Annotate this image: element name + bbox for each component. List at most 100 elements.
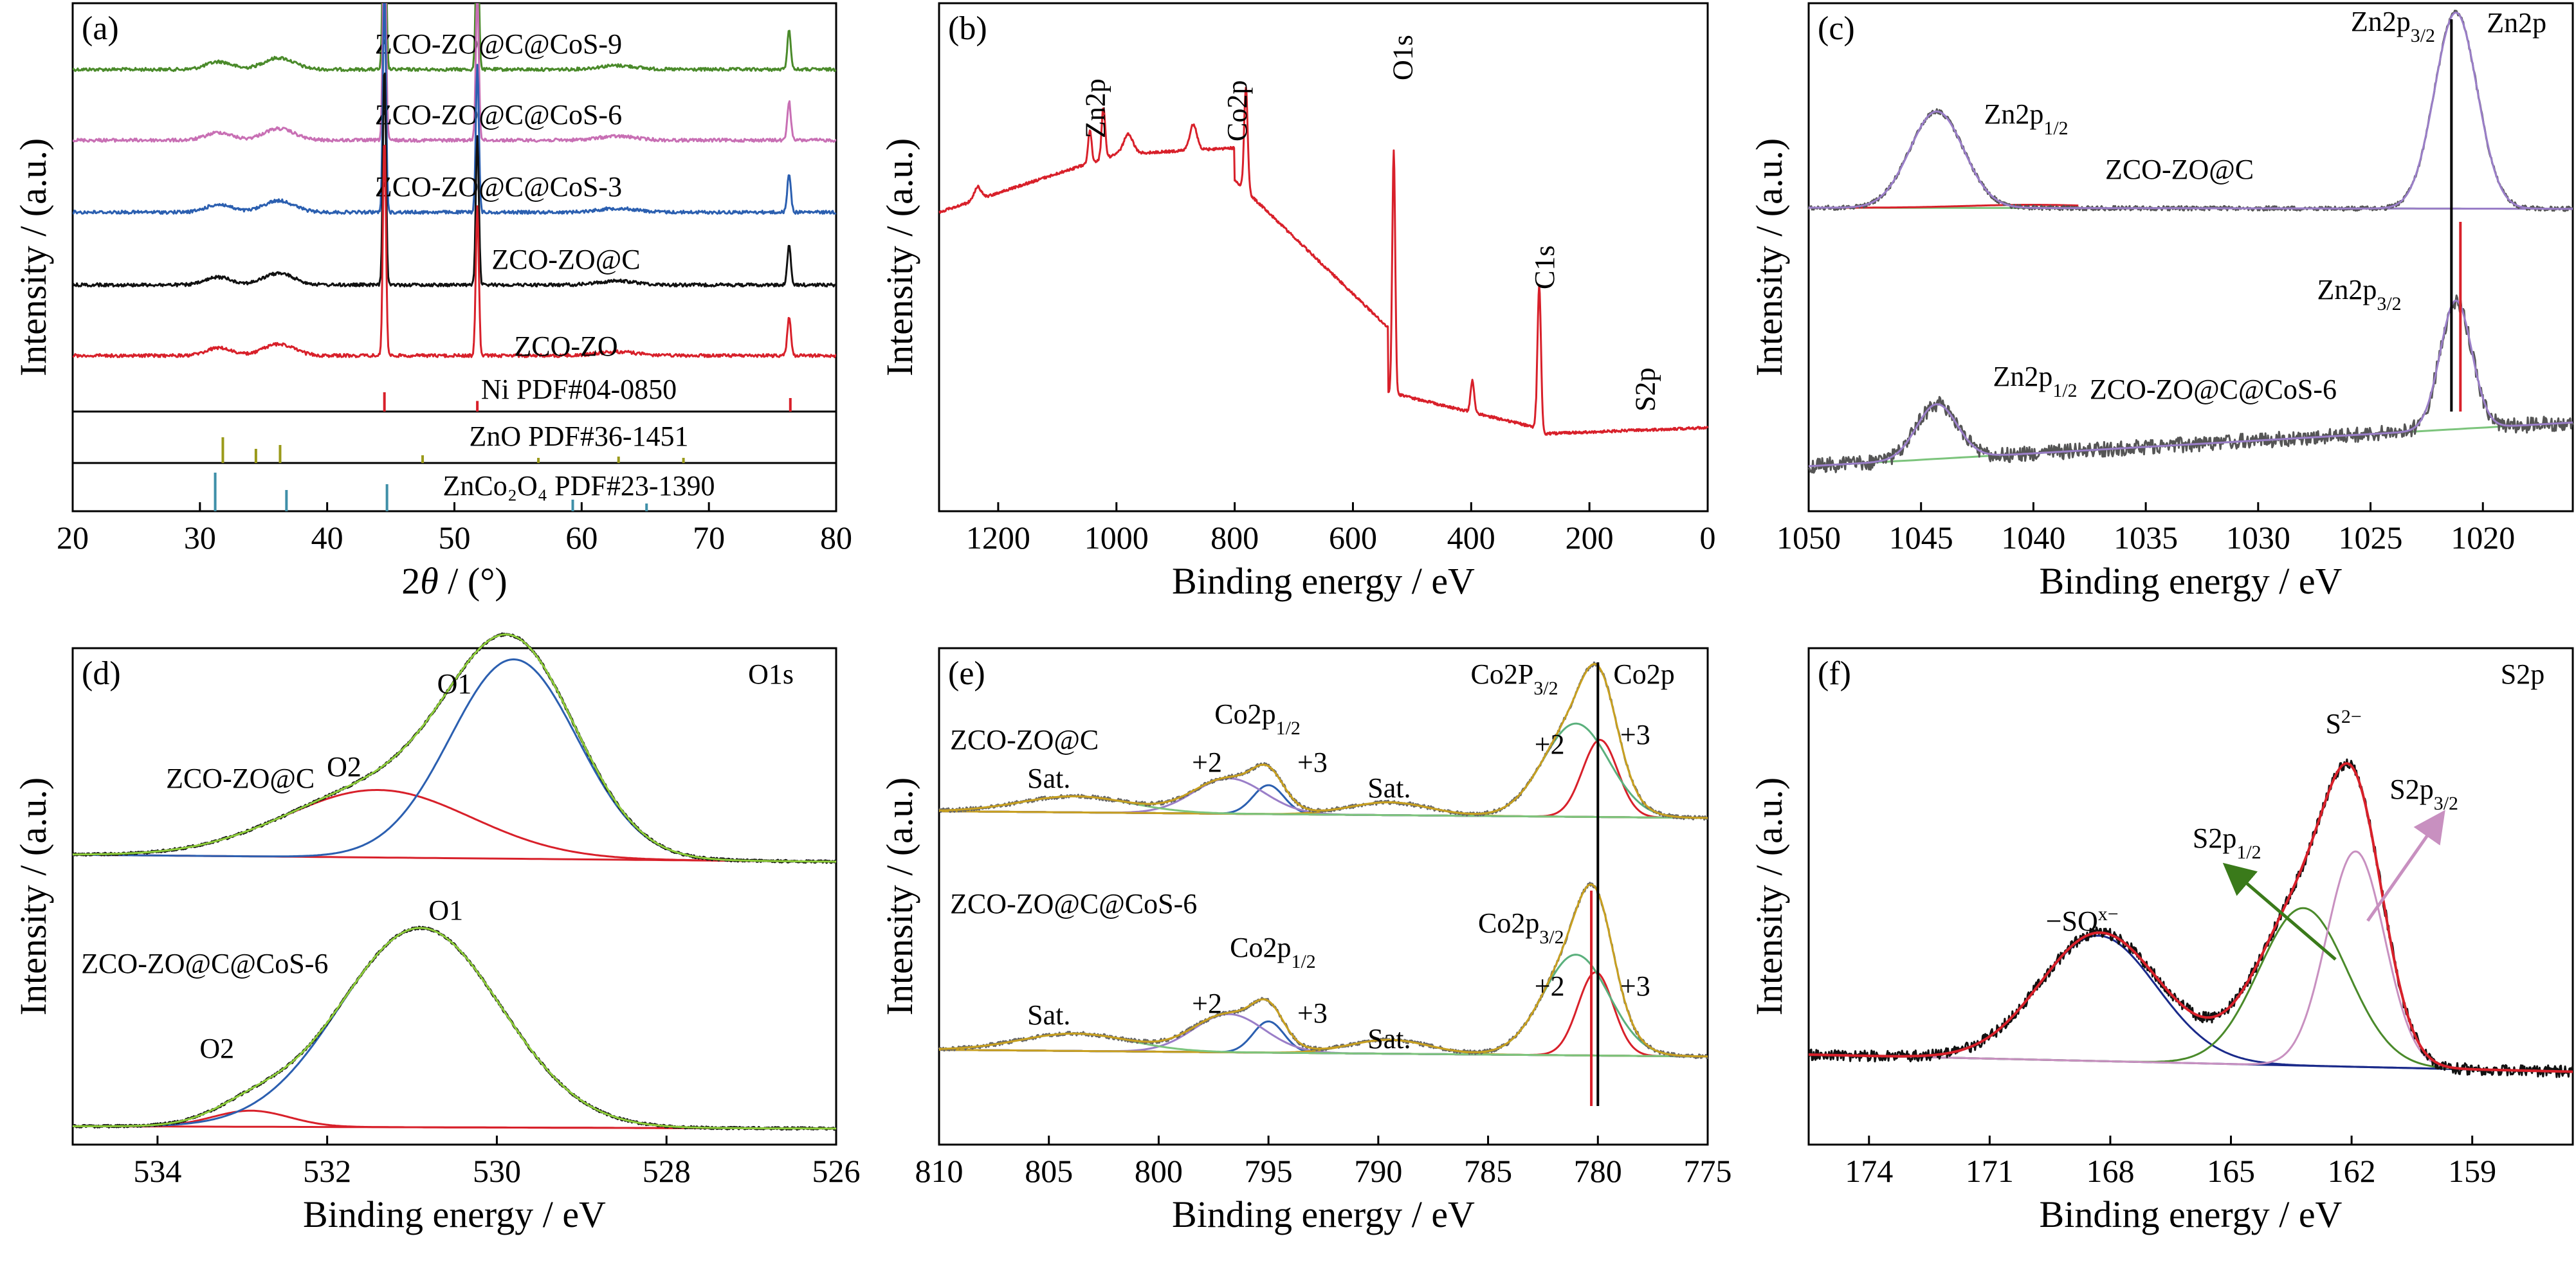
peak-annotation: Co2p1/2 bbox=[1214, 698, 1301, 739]
panel-c: 1050 1045 1040 1035 1030 1025 1020 (c) Binding e… bbox=[1748, 2, 2574, 602]
x-tick-label: 30 bbox=[184, 520, 216, 556]
text-run: Zn2p bbox=[1984, 98, 2044, 130]
peak-annotation: O2 bbox=[199, 1033, 234, 1064]
fit-envelope bbox=[1809, 12, 2573, 210]
fit-envelope bbox=[1809, 762, 2573, 1073]
sample-label: ZCO-ZO@C bbox=[2105, 154, 2254, 185]
panel-label: (f) bbox=[1818, 655, 1851, 692]
y-axis-label: Intensity / (a.u.) bbox=[12, 777, 54, 1015]
x-tick-label: 790 bbox=[1354, 1153, 1402, 1189]
x-tick-label: 80 bbox=[820, 520, 852, 556]
arrow bbox=[2366, 810, 2445, 922]
x-axis-label: Binding energy / eV bbox=[2040, 560, 2343, 602]
peak-annotation: Zn2p3/2 bbox=[2317, 274, 2402, 314]
text-run: −SO bbox=[2046, 905, 2098, 937]
panel-e: 810 805 800 795 790 785 780 775 (e) Binding energ… bbox=[879, 647, 1732, 1235]
sample-label: ZCO-ZO@C bbox=[950, 724, 1099, 756]
text-run: Co2p bbox=[1478, 907, 1539, 939]
panel-label: (d) bbox=[82, 655, 121, 692]
x-tick-label: 810 bbox=[915, 1153, 964, 1189]
xrd-curve bbox=[73, 72, 836, 287]
core-level-title: Co2p bbox=[1613, 658, 1674, 690]
sample-label: ZCO-ZO@C bbox=[166, 763, 315, 794]
sat-annotation: Sat. bbox=[1027, 999, 1070, 1031]
oxidation-state: +2 bbox=[1535, 729, 1565, 760]
x-tick-label: 526 bbox=[812, 1153, 861, 1189]
peak-annotation: Zn2p3/2 bbox=[2351, 6, 2435, 46]
x-tick-label: 171 bbox=[1966, 1153, 2014, 1189]
text-run: / (°) bbox=[439, 560, 507, 602]
plot-frame bbox=[938, 647, 1709, 1146]
x-axis-label: 2θ / (°) bbox=[401, 560, 507, 602]
series-label: ZCO-ZO@C bbox=[491, 244, 640, 275]
text-run: Co2p bbox=[1230, 932, 1291, 963]
panel-label: (b) bbox=[948, 10, 987, 47]
x-tick-label: 1040 bbox=[2001, 520, 2065, 556]
y-axis-label: Intensity / (a.u.) bbox=[12, 138, 54, 376]
raw-spectrum bbox=[1807, 294, 2574, 474]
fit-component bbox=[73, 789, 836, 863]
text-run: 2 bbox=[401, 560, 420, 602]
plot-frame bbox=[938, 2, 1709, 513]
x-tick-label: 528 bbox=[643, 1153, 691, 1189]
peak-annotation: O1s bbox=[1387, 35, 1418, 80]
sample-label: ZCO-ZO@C@CoS-6 bbox=[81, 948, 328, 979]
core-level-title: S2p bbox=[2501, 658, 2544, 690]
x-tick-label: 1045 bbox=[1889, 520, 1953, 556]
peak-annotation: O2 bbox=[327, 751, 361, 783]
peak-annotation: Zn2p bbox=[1079, 78, 1111, 138]
sat-annotation: Sat. bbox=[1027, 763, 1070, 794]
x-tick-label: 1025 bbox=[2339, 520, 2403, 556]
x-tick-label: 165 bbox=[2207, 1153, 2255, 1189]
x-tick-label: 534 bbox=[133, 1153, 181, 1189]
x-tick-label: 532 bbox=[303, 1153, 351, 1189]
peak-annotation: S2− bbox=[2325, 706, 2361, 740]
text-run: 1/2 bbox=[1276, 718, 1301, 739]
reference-label: Ni PDF#04-0850 bbox=[481, 374, 677, 405]
x-tick-label: 1035 bbox=[2114, 520, 2178, 556]
plot-frame bbox=[1807, 2, 2574, 513]
text-run: 1/2 bbox=[2052, 380, 2077, 401]
x-tick-label: 20 bbox=[57, 520, 89, 556]
text-run: Zn2p bbox=[2351, 6, 2411, 37]
reference-label: ZnCo₂O₄ PDF#23-1390 bbox=[443, 470, 715, 502]
x-tick-label: 530 bbox=[473, 1153, 521, 1189]
reference-label: ZnO PDF#36-1451 bbox=[469, 421, 688, 452]
peak-annotation: Co2p1/2 bbox=[1230, 932, 1316, 972]
x-tick-label: 805 bbox=[1025, 1153, 1073, 1189]
arrow bbox=[2222, 862, 2337, 961]
text-run: 3/2 bbox=[1533, 678, 1558, 699]
fit-envelope bbox=[73, 927, 836, 1130]
peak-annotation: C1s bbox=[1529, 246, 1560, 289]
text-run: 1/2 bbox=[2043, 118, 2068, 139]
x-tick-label: 775 bbox=[1684, 1153, 1732, 1189]
text-run: θ bbox=[420, 560, 439, 602]
text-run: 3/2 bbox=[1539, 927, 1564, 948]
y-axis-label: Intensity / (a.u.) bbox=[879, 138, 920, 376]
fit-component bbox=[1808, 850, 2573, 1073]
fit-envelope bbox=[73, 633, 836, 863]
peak-annotation: S2p1/2 bbox=[2193, 822, 2261, 863]
x-tick-label: 600 bbox=[1329, 520, 1377, 556]
peak-annotation: Co2p3/2 bbox=[1478, 907, 1564, 948]
peak-annotation: S2p3/2 bbox=[2389, 774, 2458, 814]
x-tick-label: 795 bbox=[1245, 1153, 1293, 1189]
text-run: Zn2p bbox=[2317, 274, 2377, 305]
x-tick-label: 60 bbox=[565, 520, 598, 556]
sat-annotation: Sat. bbox=[1367, 772, 1411, 804]
survey-curve bbox=[938, 86, 1709, 436]
x-tick-label: 800 bbox=[1135, 1153, 1183, 1189]
text-run: S2p bbox=[2389, 774, 2433, 805]
xrd-curve bbox=[73, 3, 836, 143]
oxidation-state: +3 bbox=[1620, 719, 1650, 750]
x-tick-label: 159 bbox=[2448, 1153, 2496, 1189]
oxidation-state: +3 bbox=[1297, 997, 1328, 1029]
text-run: Co2p bbox=[1214, 698, 1275, 730]
series-label: ZCO-ZO@C@CoS-9 bbox=[375, 28, 622, 60]
peak-annotation: Co2P3/2 bbox=[1471, 658, 1558, 699]
text-run: 2− bbox=[2341, 706, 2362, 727]
plot-frame bbox=[71, 647, 837, 1146]
panel-a: 20 30 40 50 60 70 80 (a) 2θ / (°) Intensity / (a.… bbox=[12, 2, 852, 602]
peak-annotation: O1 bbox=[437, 668, 472, 700]
